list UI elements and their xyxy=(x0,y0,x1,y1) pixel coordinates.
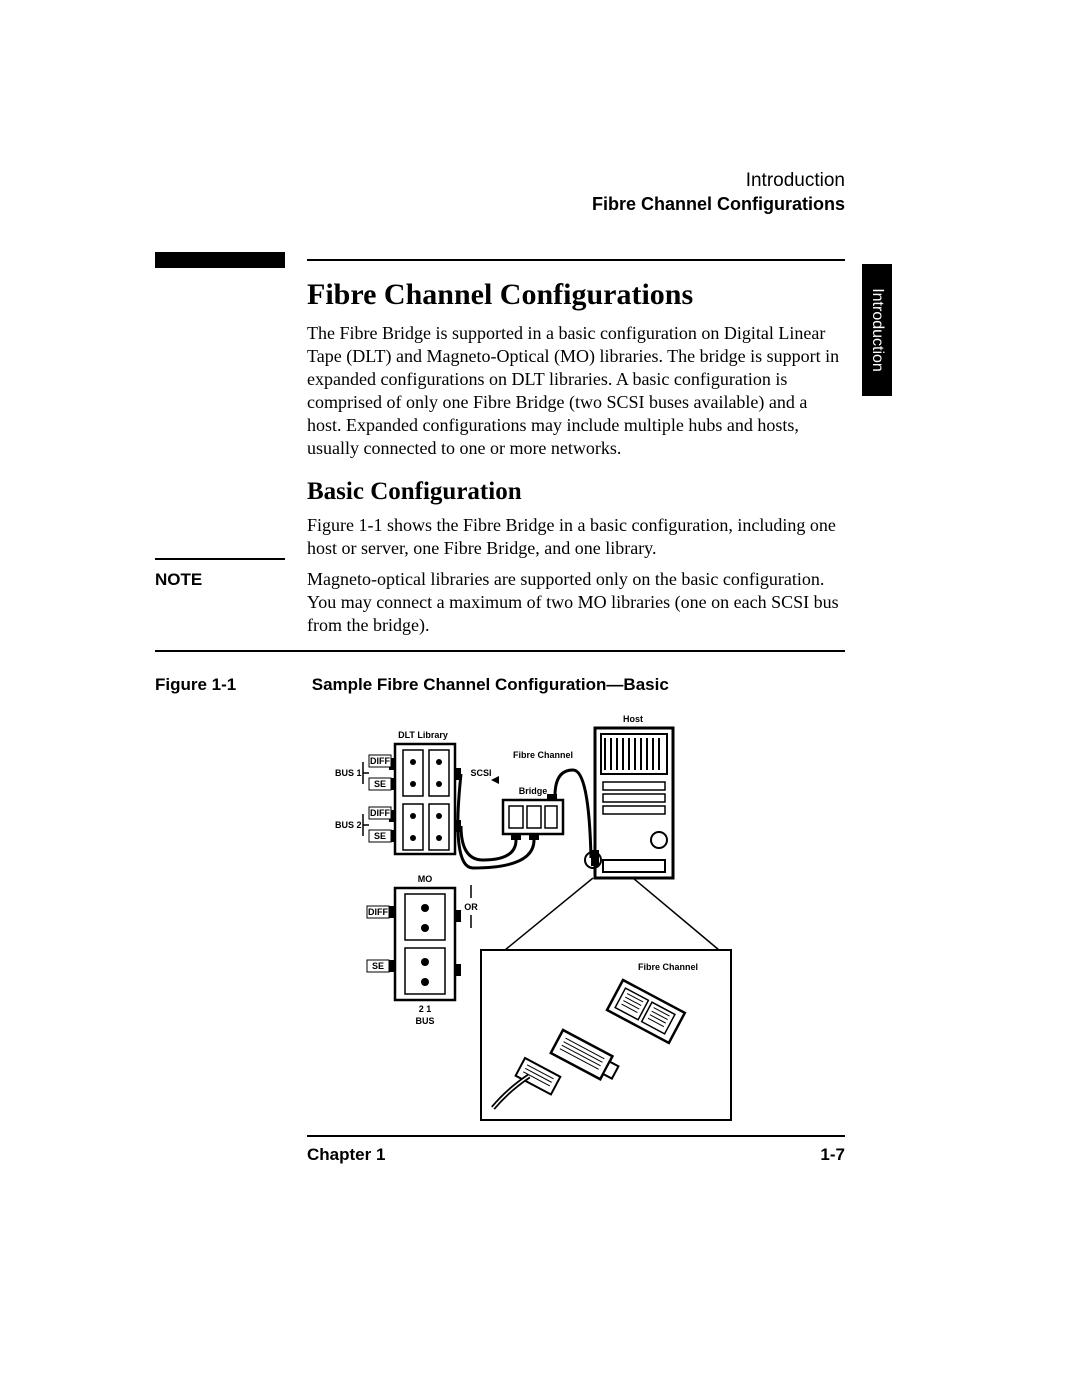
subsection-title: Basic Configuration xyxy=(307,478,845,506)
note-rule-top xyxy=(155,558,285,560)
diagram-dlt-library xyxy=(389,744,461,854)
diagram-host xyxy=(591,728,673,878)
diagram-label-or: OR xyxy=(464,902,478,912)
diagram-label-bridge: Bridge xyxy=(519,786,548,796)
section-rule-line xyxy=(307,259,845,261)
diagram-label-21: 2 1 xyxy=(419,1004,432,1014)
diagram-label-bus2: BUS 2 xyxy=(335,820,362,830)
section-rule-stub xyxy=(155,252,285,268)
figure-label: Figure 1-1 xyxy=(155,675,307,695)
diagram-label-fibre-top: Fibre Channel xyxy=(513,750,573,760)
side-tab-label: Introduction xyxy=(868,288,886,372)
running-header: Introduction Fibre Channel Configuration… xyxy=(592,170,845,215)
note-block: NOTE Magneto-optical libraries are suppo… xyxy=(155,558,845,560)
diagram-label-mo: MO xyxy=(418,874,433,884)
footer: Chapter 1 1-7 xyxy=(307,1145,845,1165)
diagram-label-se1: SE xyxy=(374,779,386,789)
diagram-label-diff3: DIFF xyxy=(368,907,388,917)
content-column: Fibre Channel Configurations The Fibre B… xyxy=(307,278,845,578)
section-paragraph: The Fibre Bridge is supported in a basic… xyxy=(307,322,845,460)
footer-chapter: Chapter 1 xyxy=(307,1145,385,1164)
footer-rule xyxy=(307,1135,845,1137)
diagram-label-bus1: BUS 1 xyxy=(335,768,362,778)
subsection-paragraph: Figure 1-1 shows the Fibre Bridge in a b… xyxy=(307,514,845,560)
figure-caption: Figure 1-1 Sample Fibre Channel Configur… xyxy=(155,675,845,695)
diagram-label-diff2: DIFF xyxy=(370,808,390,818)
figure-diagram: Host xyxy=(333,710,803,1125)
header-chapter-name: Introduction xyxy=(592,170,845,192)
side-tab: Introduction xyxy=(862,264,892,396)
diagram-label-host: Host xyxy=(623,714,643,724)
diagram-svg: Host xyxy=(333,710,803,1125)
diagram-label-se3: SE xyxy=(372,961,384,971)
note-text: Magneto-optical libraries are supported … xyxy=(307,568,845,637)
header-section-name: Fibre Channel Configurations xyxy=(592,194,845,215)
diagram-label-scsi: SCSI xyxy=(470,768,491,778)
diagram-label-bus: BUS xyxy=(415,1016,434,1026)
diagram-label-diff1: DIFF xyxy=(370,756,390,766)
note-label: NOTE xyxy=(155,570,202,590)
diagram-label-dlt: DLT Library xyxy=(398,730,448,740)
figure-title: Sample Fibre Channel Configuration—Basic xyxy=(312,675,669,695)
diagram-mo-library xyxy=(389,888,461,1000)
note-rule-bottom xyxy=(155,650,845,652)
diagram-label-se2: SE xyxy=(374,831,386,841)
footer-page-number: 1-7 xyxy=(820,1145,845,1165)
diagram-detail-box: Fibre Channel xyxy=(481,878,731,1120)
diagram-bridge xyxy=(503,794,563,840)
section-rule xyxy=(155,252,845,268)
diagram-label-fibre-detail: Fibre Channel xyxy=(638,962,698,972)
section-title: Fibre Channel Configurations xyxy=(307,278,845,312)
